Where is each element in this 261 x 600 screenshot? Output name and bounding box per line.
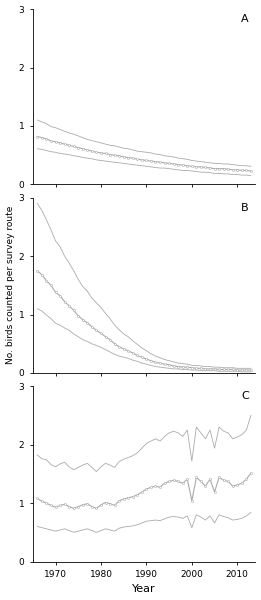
Text: B: B [241, 203, 249, 213]
Text: C: C [241, 391, 249, 401]
Y-axis label: No. birds counted per survey route: No. birds counted per survey route [5, 206, 15, 364]
Text: A: A [241, 14, 249, 25]
X-axis label: Year: Year [132, 584, 156, 595]
